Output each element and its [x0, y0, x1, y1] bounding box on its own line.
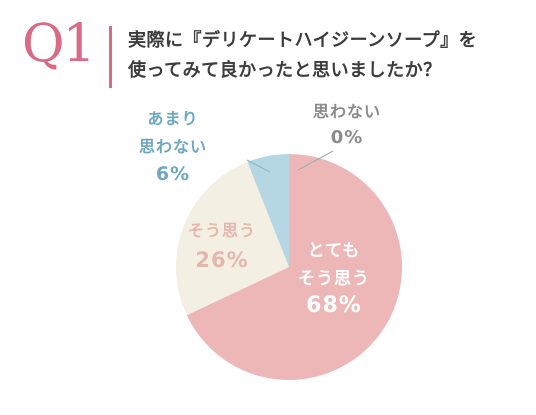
pie-slice-not-much [247, 154, 289, 267]
leader-line-not-much [246, 159, 271, 173]
leader-lines [246, 150, 334, 173]
slice-label-very-agree: そう思う [298, 269, 370, 289]
slice-value-agree: 26% [195, 248, 248, 272]
slice-label-agree: そう思う [188, 221, 256, 240]
slice-label-very-agree: とても [308, 241, 361, 261]
pie-slice-agree [175, 161, 289, 316]
pie-slice-very-agree [186, 154, 402, 380]
question-line-1: 実際に『デリケートハイジーンソープ』を [128, 30, 478, 51]
question-number: Q1 [22, 14, 96, 74]
slice-value-not-much: 6% [156, 163, 190, 185]
slice-value-very-agree: 68% [306, 293, 362, 318]
question-divider [109, 26, 112, 88]
leader-line-disagree [297, 150, 334, 171]
question-line-2: 使ってみて良かったと思いましたか？ [128, 60, 442, 81]
slice-label-not-much: 思わない [139, 137, 207, 156]
slice-label-disagree: 思わない [313, 102, 381, 121]
question-text: 実際に『デリケートハイジーンソープ』を 使ってみて良かったと思いましたか？ [128, 26, 477, 86]
slice-label-not-much: あまり [147, 109, 198, 128]
pie-slices [175, 154, 402, 380]
slice-value-disagree: 0% [331, 127, 364, 148]
